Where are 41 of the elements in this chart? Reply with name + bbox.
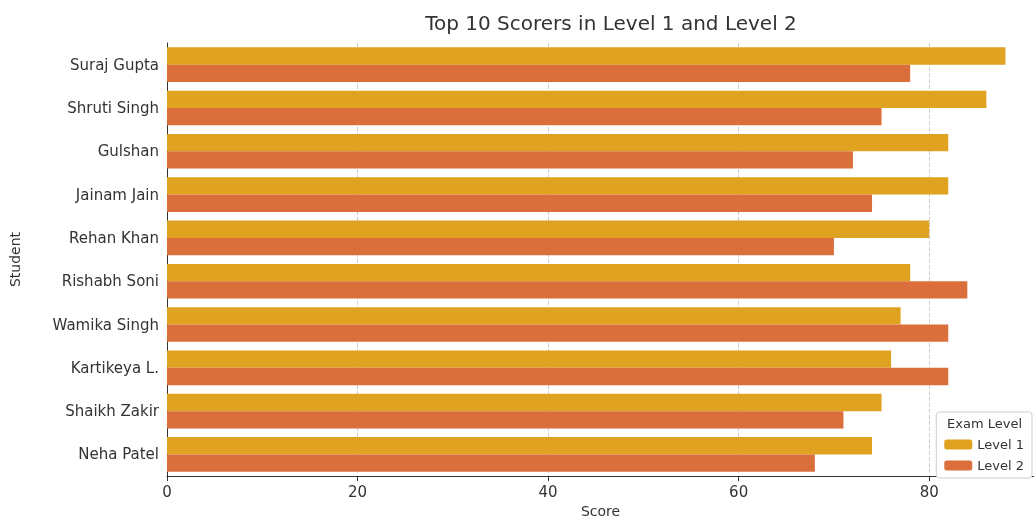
x-tick-label: 80 xyxy=(919,482,939,501)
legend-title: Exam Level xyxy=(947,416,1023,431)
bar xyxy=(167,307,901,325)
y-tick-label: Rehan Khan xyxy=(69,228,159,247)
y-tick-label: Rishabh Soni xyxy=(61,272,159,291)
legend-label: Level 2 xyxy=(977,458,1024,473)
bar xyxy=(167,393,882,412)
bar xyxy=(167,454,815,472)
y-tick-label: Shaikh Zakir xyxy=(65,402,160,421)
bar xyxy=(167,437,873,455)
y-tick-label: Suraj Gupta xyxy=(69,55,159,74)
bar xyxy=(167,350,892,368)
bar xyxy=(167,47,1006,65)
bar xyxy=(167,263,911,282)
bar xyxy=(167,151,853,169)
bar xyxy=(167,194,873,212)
bar xyxy=(167,133,949,152)
y-tick-label: Kartikeya L. xyxy=(70,358,159,377)
y-tick-label: Gulshan xyxy=(97,142,159,161)
bar xyxy=(167,107,882,126)
y-axis-title: Student xyxy=(7,231,23,288)
chart-title: Top 10 Scorers in Level 1 and Level 2 xyxy=(424,11,797,35)
bar xyxy=(167,281,968,299)
x-tick-label: 40 xyxy=(538,482,558,501)
x-tick-label: 0 xyxy=(162,482,172,501)
x-tick-label: 60 xyxy=(729,482,749,501)
bar xyxy=(167,64,911,82)
bar xyxy=(167,411,844,429)
x-tick-label: 20 xyxy=(348,482,368,501)
bar xyxy=(167,177,949,195)
bar xyxy=(167,90,987,108)
x-axis-title: Score xyxy=(580,503,621,519)
y-tick-label: Neha Patel xyxy=(78,445,159,464)
legend-label: Level 1 xyxy=(977,437,1024,452)
y-tick-label: Shruti Singh xyxy=(67,98,159,117)
bar xyxy=(167,220,930,238)
bar xyxy=(167,237,834,256)
y-tick-label: Wamika Singh xyxy=(52,315,159,334)
bar xyxy=(167,324,949,342)
bar xyxy=(167,367,949,386)
y-tick-label: Jainam Jain xyxy=(74,185,159,204)
